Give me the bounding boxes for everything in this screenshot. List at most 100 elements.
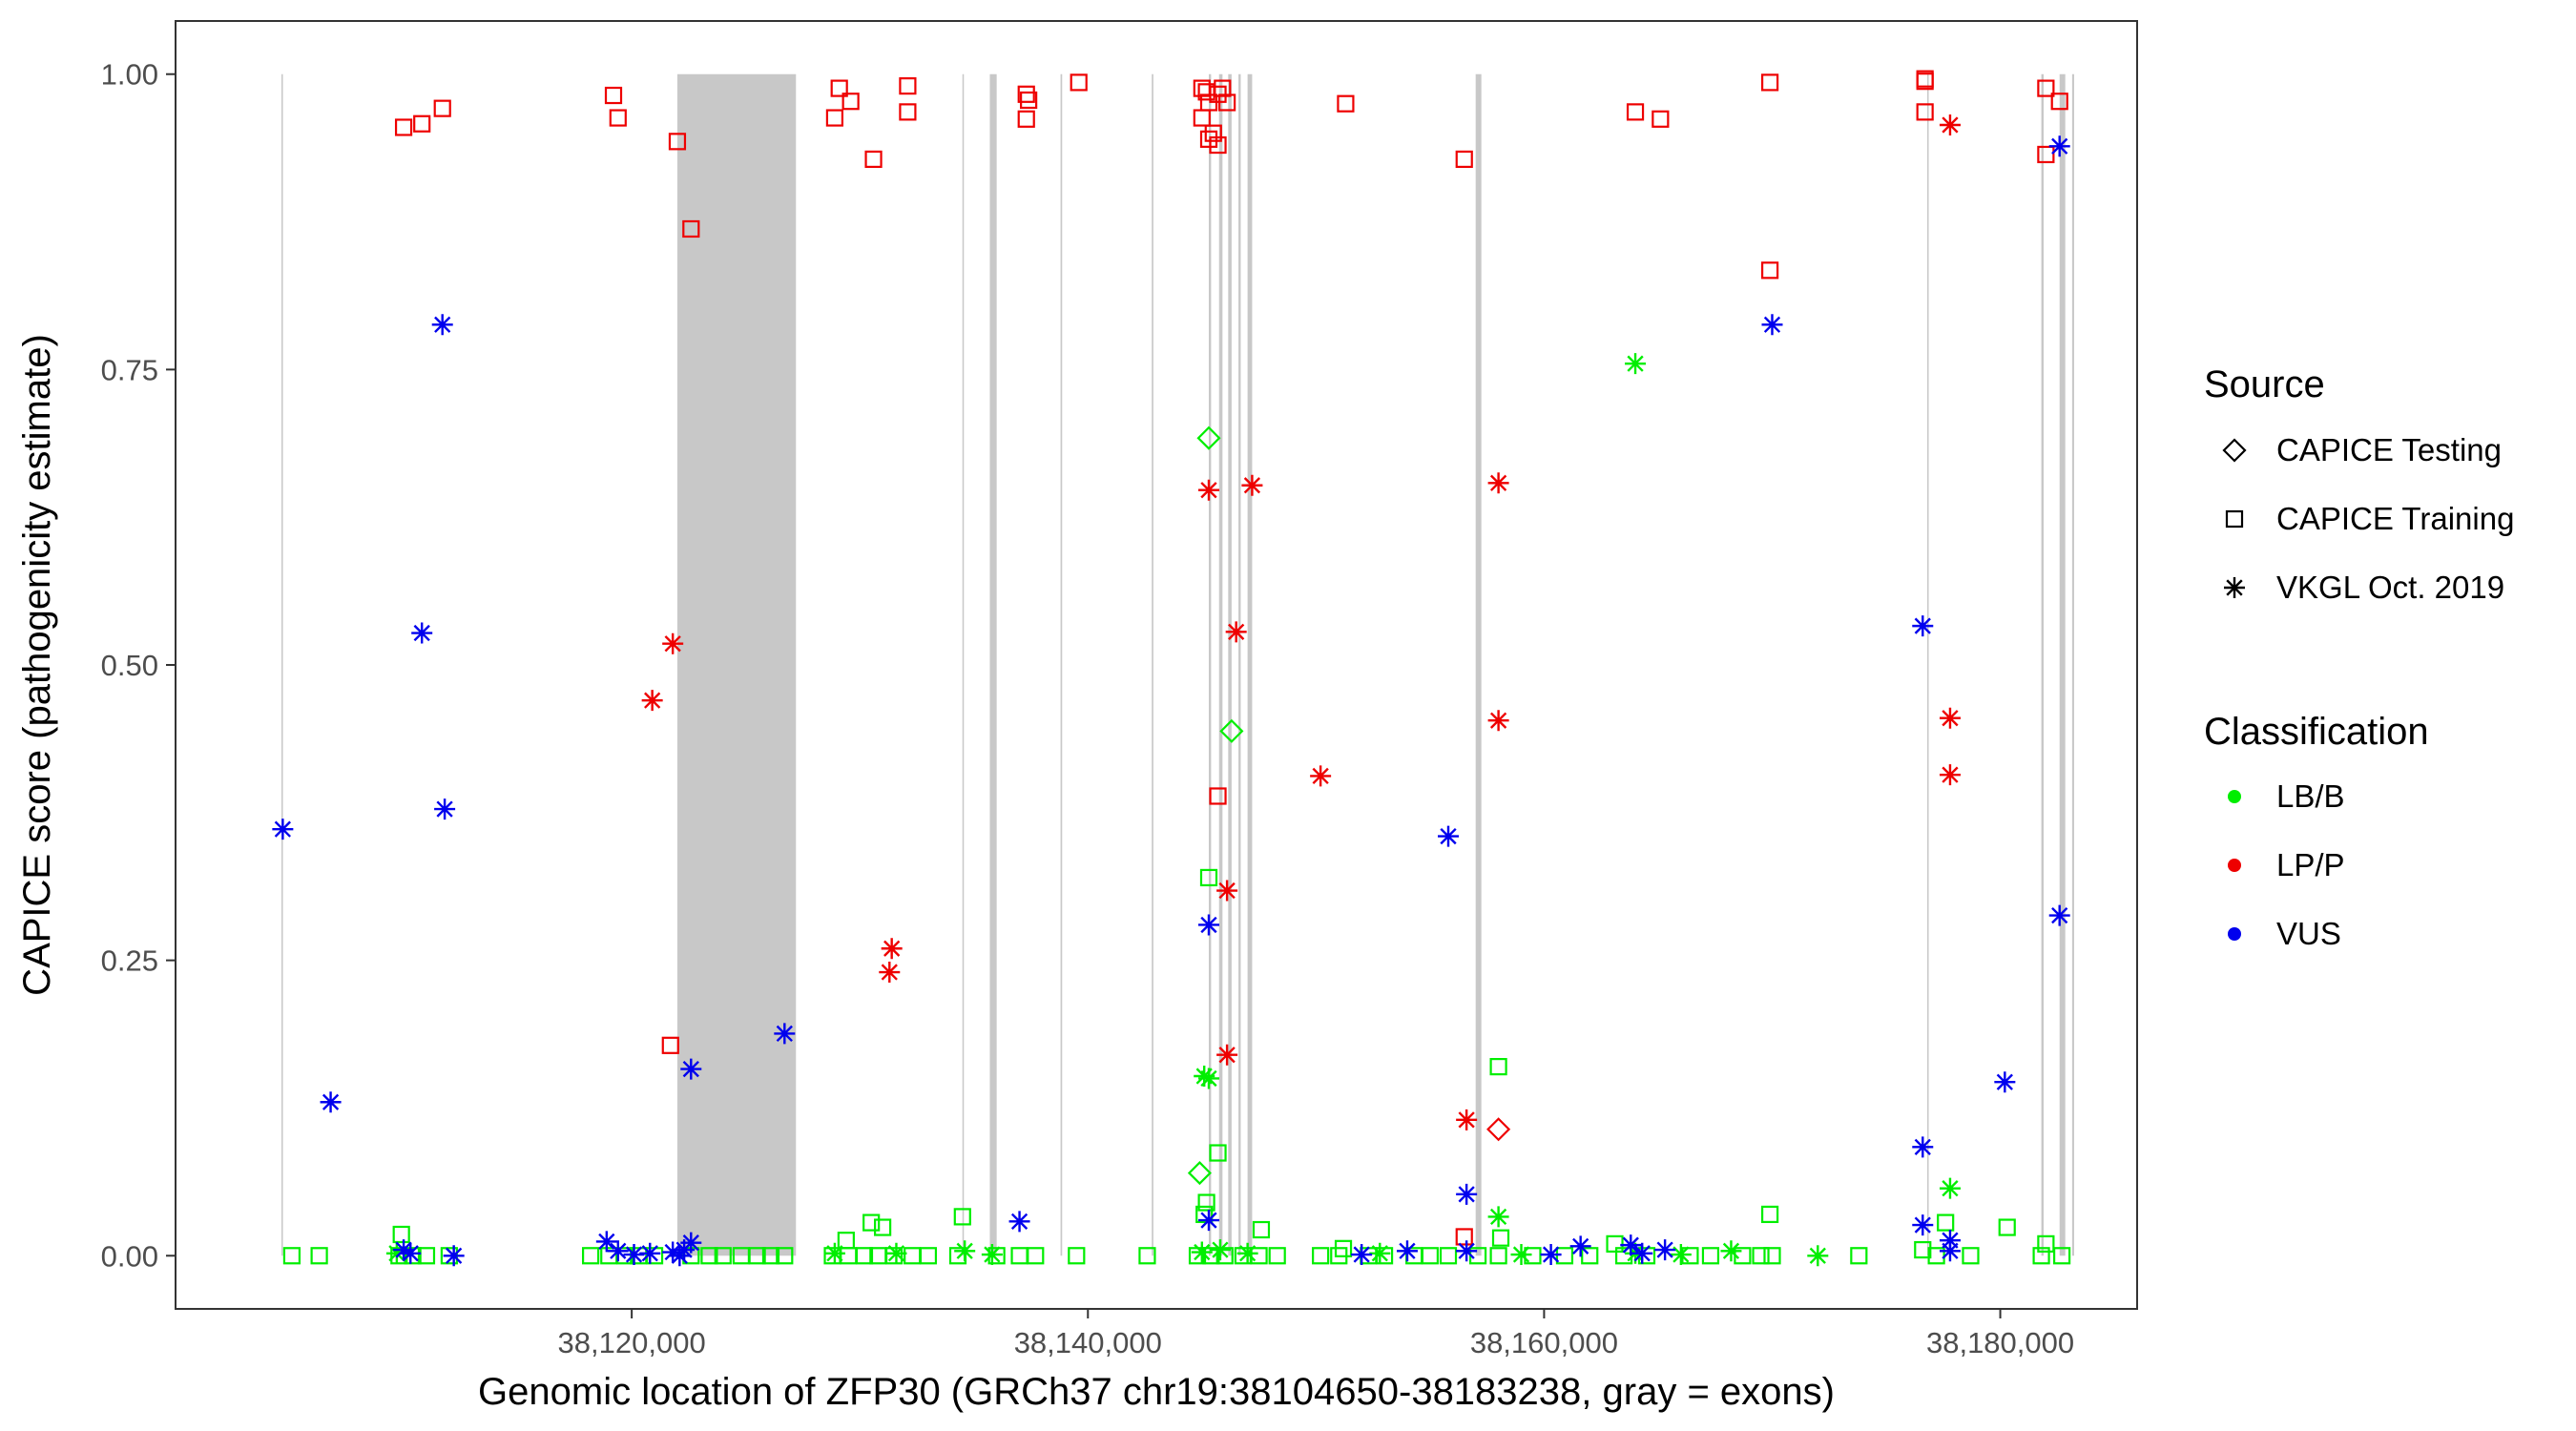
data-point — [1219, 718, 1244, 743]
exon-band — [2059, 73, 2066, 1256]
data-point — [2037, 79, 2055, 97]
data-point — [1209, 135, 1227, 155]
exon-band — [2071, 73, 2074, 1256]
data-point — [1191, 1241, 1213, 1263]
data-point — [385, 1242, 407, 1264]
data-point — [1241, 474, 1263, 496]
data-point — [1456, 1183, 1478, 1205]
series-vkgl-vus — [272, 135, 2070, 1267]
data-point — [1017, 110, 1035, 128]
y-tick-label: 0.25 — [101, 944, 158, 978]
x-tick-label: 38,120,000 — [558, 1326, 706, 1359]
data-point — [1204, 124, 1222, 142]
data-point — [1626, 103, 1645, 121]
data-point — [1487, 1206, 1509, 1228]
data-point — [1994, 1071, 2016, 1093]
data-point — [1763, 1247, 1781, 1265]
data-point — [1939, 1230, 1961, 1252]
data-point — [1195, 1205, 1214, 1224]
data-point — [1456, 1240, 1478, 1262]
y-tick-label: 1.00 — [101, 58, 158, 92]
data-point — [413, 114, 431, 133]
data-point — [1625, 353, 1647, 375]
data-point — [881, 938, 903, 960]
exon-band — [1247, 73, 1253, 1256]
y-tick-label: 0.00 — [101, 1239, 158, 1273]
data-point — [1199, 130, 1218, 148]
data-point — [443, 1245, 465, 1267]
data-point — [272, 819, 294, 840]
data-point — [864, 150, 883, 169]
series-testing-lp-p — [1486, 1117, 1511, 1142]
data-point — [433, 99, 451, 117]
data-point — [1421, 1247, 1439, 1265]
data-point — [1455, 150, 1473, 169]
series-vkgl-lp-p — [641, 114, 1961, 1130]
data-point — [604, 86, 623, 105]
data-point — [680, 1232, 702, 1254]
data-point — [1194, 1066, 1215, 1088]
legend-label-vus: VUS — [2276, 916, 2341, 951]
data-points — [272, 70, 2071, 1267]
exon-band — [1228, 73, 1232, 1256]
data-point — [700, 1247, 718, 1265]
data-point — [2053, 1247, 2071, 1265]
data-point — [884, 1247, 904, 1265]
data-point — [1187, 1161, 1212, 1186]
data-point — [1752, 1247, 1770, 1265]
data-point — [668, 133, 687, 151]
data-point — [1216, 880, 1238, 902]
data-point — [1486, 1117, 1511, 1142]
data-point — [1456, 1109, 1478, 1130]
data-point — [1068, 1247, 1086, 1265]
data-point — [1197, 1068, 1219, 1089]
data-point — [1916, 103, 1934, 121]
data-point — [1540, 1244, 1562, 1266]
data-point — [1555, 1247, 1574, 1265]
data-point — [1489, 1058, 1507, 1076]
data-point — [1197, 1210, 1219, 1232]
data-point — [855, 1247, 874, 1265]
data-point — [1193, 109, 1211, 127]
data-point — [874, 1218, 892, 1236]
data-point — [919, 1247, 938, 1265]
data-point — [1197, 914, 1219, 936]
data-point — [1760, 1205, 1779, 1224]
legend-label-vkgl: VKGL Oct. 2019 — [2276, 570, 2504, 605]
series-training-lp-p — [394, 70, 2068, 1246]
y-tick-label: 0.50 — [101, 649, 158, 682]
exon-band — [1208, 73, 1212, 1256]
data-point — [1606, 1234, 1624, 1253]
series-testing-lb-b — [1187, 425, 1244, 1186]
data-point — [320, 1091, 342, 1113]
data-point — [661, 1036, 679, 1054]
data-point — [774, 1023, 796, 1045]
data-point — [1252, 1220, 1271, 1239]
data-point — [607, 1240, 629, 1262]
data-point — [1807, 1245, 1829, 1267]
data-point — [394, 118, 413, 136]
data-point — [1720, 1240, 1742, 1262]
data-point — [1020, 91, 1038, 110]
data-point — [2048, 135, 2070, 157]
y-axis: 0.00 0.25 0.50 0.75 1.00 — [101, 58, 176, 1273]
data-point — [1939, 764, 1961, 786]
data-point — [1218, 93, 1236, 112]
data-point — [987, 1247, 1006, 1265]
data-point — [1620, 1234, 1642, 1256]
data-point — [1197, 1193, 1215, 1212]
data-point — [609, 109, 627, 127]
data-point — [1489, 1247, 1507, 1265]
data-point — [1581, 1247, 1599, 1265]
data-point — [899, 103, 917, 121]
data-point — [1236, 1242, 1258, 1264]
data-point — [1070, 73, 1088, 92]
data-point — [1199, 868, 1218, 887]
data-point — [1761, 314, 1783, 336]
legend-source-title: Source — [2204, 363, 2325, 405]
exon-band — [676, 73, 797, 1256]
data-point — [1701, 1247, 1720, 1265]
data-point — [1939, 1177, 1961, 1199]
legend-label-lb-b: LB/B — [2276, 778, 2345, 814]
data-point — [1439, 1247, 1458, 1265]
